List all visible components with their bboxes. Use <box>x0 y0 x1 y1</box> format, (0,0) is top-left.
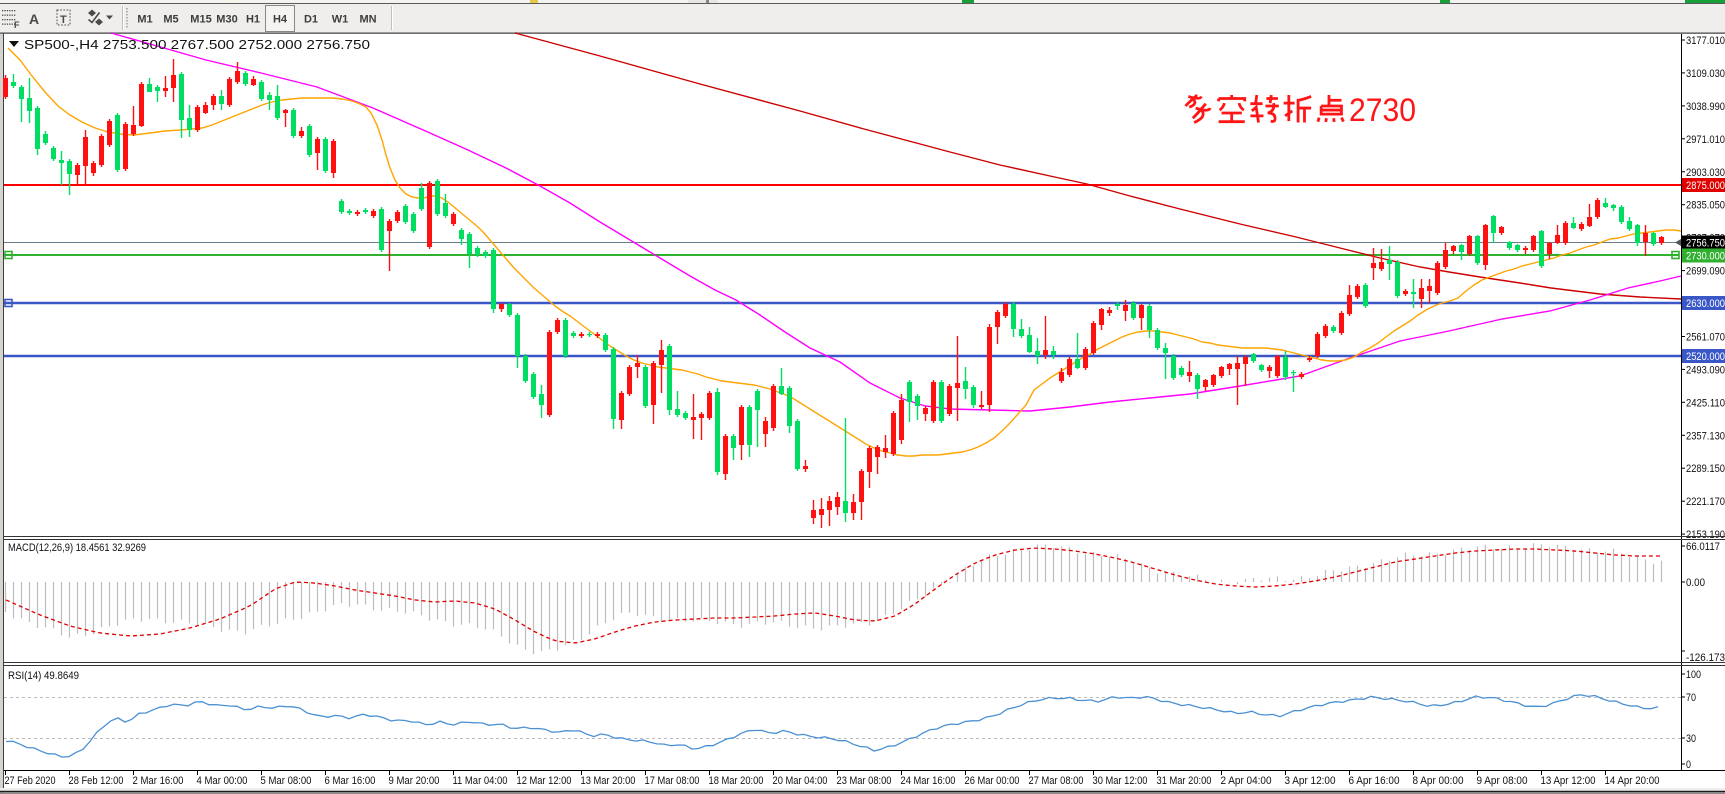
svg-text:MACD(12,26,9) 18.4561 32.9269: MACD(12,26,9) 18.4561 32.9269 <box>8 542 146 554</box>
svg-text:M5: M5 <box>163 14 178 26</box>
svg-text:30 Mar 12:00: 30 Mar 12:00 <box>1093 775 1148 787</box>
svg-text:2875.000: 2875.000 <box>1686 180 1725 192</box>
svg-text:2835.050: 2835.050 <box>1686 200 1725 212</box>
svg-text:9 Mar 20:00: 9 Mar 20:00 <box>389 775 440 787</box>
svg-text:24 Mar 16:00: 24 Mar 16:00 <box>901 775 956 787</box>
svg-text:27 Mar 08:00: 27 Mar 08:00 <box>1029 775 1084 787</box>
svg-text:70: 70 <box>1686 692 1696 704</box>
svg-text:8 Apr 00:00: 8 Apr 00:00 <box>1413 775 1464 787</box>
svg-text:3177.010: 3177.010 <box>1686 35 1725 47</box>
svg-text:T: T <box>60 14 67 26</box>
svg-text:3038.990: 3038.990 <box>1686 101 1725 113</box>
svg-text:M1: M1 <box>137 14 152 26</box>
svg-text:M15: M15 <box>190 14 211 26</box>
svg-text:11 Mar 04:00: 11 Mar 04:00 <box>453 775 508 787</box>
svg-text:2730.000: 2730.000 <box>1686 251 1725 263</box>
svg-text:0: 0 <box>1686 759 1691 771</box>
svg-text:M30: M30 <box>216 14 237 26</box>
svg-text:2357.130: 2357.130 <box>1686 430 1725 442</box>
svg-text:2520.000: 2520.000 <box>1686 351 1725 363</box>
svg-text:2971.010: 2971.010 <box>1686 134 1725 146</box>
svg-text:14 Apr 20:00: 14 Apr 20:00 <box>1605 775 1660 787</box>
svg-text:26 Mar 00:00: 26 Mar 00:00 <box>965 775 1020 787</box>
svg-text:9 Apr 08:00: 9 Apr 08:00 <box>1477 775 1528 787</box>
svg-text:3 Apr 12:00: 3 Apr 12:00 <box>1285 775 1336 787</box>
svg-text:18 Mar 20:00: 18 Mar 20:00 <box>709 775 764 787</box>
svg-text:2730: 2730 <box>1349 92 1416 128</box>
svg-text:D1: D1 <box>304 14 318 26</box>
svg-text:-126.173: -126.173 <box>1686 652 1725 664</box>
svg-text:6 Mar 16:00: 6 Mar 16:00 <box>325 775 376 787</box>
svg-text:17 Mar 08:00: 17 Mar 08:00 <box>645 775 700 787</box>
svg-text:31 Mar 20:00: 31 Mar 20:00 <box>1157 775 1212 787</box>
svg-text:2 Mar 16:00: 2 Mar 16:00 <box>133 775 184 787</box>
svg-text:4 Mar 00:00: 4 Mar 00:00 <box>197 775 248 787</box>
svg-text:5 Mar 08:00: 5 Mar 08:00 <box>261 775 312 787</box>
svg-text:2425.110: 2425.110 <box>1686 397 1725 409</box>
svg-text:2561.070: 2561.070 <box>1686 332 1725 344</box>
svg-text:2 Apr 04:00: 2 Apr 04:00 <box>1221 775 1272 787</box>
svg-text:A: A <box>29 11 39 27</box>
svg-text:23 Mar 08:00: 23 Mar 08:00 <box>837 775 892 787</box>
svg-text:2630.000: 2630.000 <box>1686 298 1725 310</box>
svg-text:H1: H1 <box>246 14 260 26</box>
svg-text:SP500-,H4 2753.500 2767.500 2: SP500-,H4 2753.500 2767.500 2752.000 275… <box>24 38 370 52</box>
svg-text:MN: MN <box>359 14 376 26</box>
svg-text:30: 30 <box>1686 733 1696 745</box>
svg-text:RSI(14) 49.8649: RSI(14) 49.8649 <box>8 670 79 682</box>
svg-text:2153.190: 2153.190 <box>1686 529 1725 541</box>
svg-text:0.00: 0.00 <box>1686 577 1705 589</box>
svg-text:12 Mar 12:00: 12 Mar 12:00 <box>517 775 572 787</box>
svg-text:66.0117: 66.0117 <box>1686 541 1720 553</box>
svg-text:F: F <box>14 20 20 30</box>
svg-text:20 Mar 04:00: 20 Mar 04:00 <box>773 775 828 787</box>
svg-text:2221.170: 2221.170 <box>1686 496 1725 508</box>
svg-text:2699.090: 2699.090 <box>1686 266 1725 278</box>
svg-text:13 Mar 20:00: 13 Mar 20:00 <box>581 775 636 787</box>
svg-text:2289.150: 2289.150 <box>1686 463 1725 475</box>
svg-text:2756.750: 2756.750 <box>1686 238 1725 250</box>
svg-text:W1: W1 <box>332 14 349 26</box>
svg-text:6 Apr 16:00: 6 Apr 16:00 <box>1349 775 1400 787</box>
svg-text:100: 100 <box>1686 669 1701 681</box>
svg-text:2903.030: 2903.030 <box>1686 167 1725 179</box>
svg-text:13 Apr 12:00: 13 Apr 12:00 <box>1541 775 1596 787</box>
svg-text:2493.090: 2493.090 <box>1686 364 1725 376</box>
svg-text:3109.030: 3109.030 <box>1686 68 1725 80</box>
svg-text:27 Feb 2020: 27 Feb 2020 <box>5 775 56 787</box>
svg-text:H4: H4 <box>273 14 288 26</box>
svg-text:28 Feb 12:00: 28 Feb 12:00 <box>69 775 124 787</box>
